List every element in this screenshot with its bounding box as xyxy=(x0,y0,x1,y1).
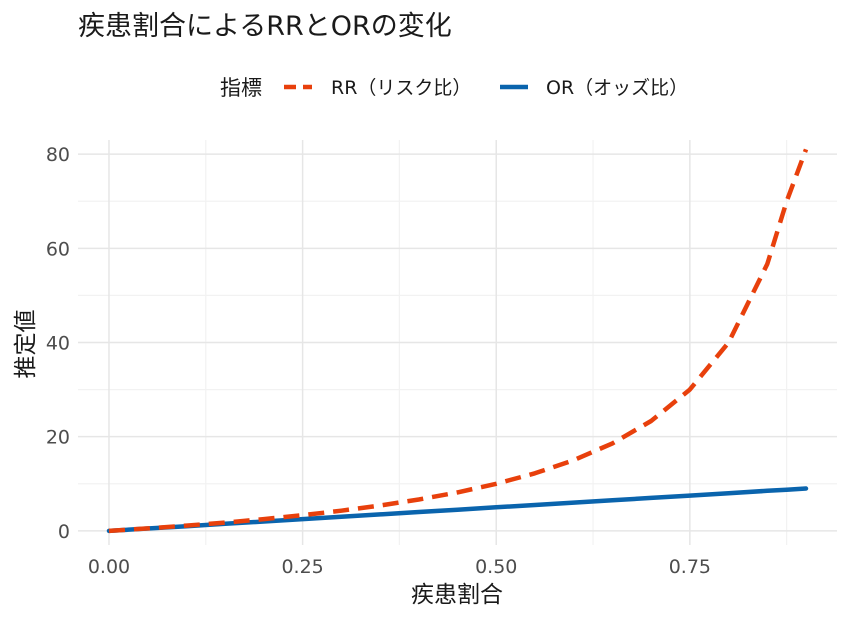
legend-title: 指標 xyxy=(220,76,262,100)
legend-label-rr: RR（リスク比） xyxy=(331,77,471,99)
series-line-or xyxy=(106,486,809,534)
legend: 指標 RR（リスク比） OR（オッズ比） xyxy=(220,76,688,100)
y-tick-label: 80 xyxy=(46,144,70,166)
chart-title: 疾患割合によるRRとORの変化 xyxy=(78,11,452,42)
y-tick-label: 40 xyxy=(46,333,70,355)
x-tick-label: 0.75 xyxy=(669,556,711,578)
x-axis-title: 疾患割合 xyxy=(411,582,503,608)
y-tick-label: 60 xyxy=(46,238,70,260)
grid xyxy=(78,140,837,545)
y-axis: 0 20 40 60 80 xyxy=(46,144,70,543)
series-group xyxy=(106,148,809,534)
series-line-rr xyxy=(108,148,809,534)
x-axis: 0.00 0.25 0.50 0.75 xyxy=(88,556,711,578)
legend-label-or: OR（オッズ比） xyxy=(546,77,688,99)
y-tick-label: 0 xyxy=(58,521,70,543)
x-tick-label: 0.25 xyxy=(281,556,323,578)
y-tick-label: 20 xyxy=(46,427,70,449)
x-tick-label: 0.00 xyxy=(88,556,130,578)
y-axis-title: 推定値 xyxy=(13,310,39,379)
x-tick-label: 0.50 xyxy=(475,556,517,578)
